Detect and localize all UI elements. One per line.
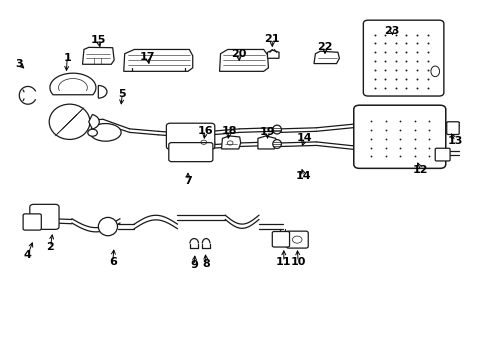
FancyBboxPatch shape [166,123,214,149]
Wedge shape [98,85,107,98]
Text: 12: 12 [412,165,427,175]
Ellipse shape [98,217,117,236]
Text: 7: 7 [183,176,191,186]
FancyBboxPatch shape [434,148,449,161]
Text: 5: 5 [118,89,126,99]
Text: 14: 14 [297,133,312,143]
Polygon shape [50,73,96,95]
Polygon shape [219,49,268,71]
Circle shape [88,129,97,136]
Text: 10: 10 [290,257,305,267]
FancyBboxPatch shape [285,231,307,248]
FancyBboxPatch shape [446,122,458,135]
Text: 1: 1 [63,53,71,63]
Text: 4: 4 [24,250,32,260]
Polygon shape [267,50,279,58]
Polygon shape [221,136,240,149]
Text: 3: 3 [16,59,23,68]
Text: 8: 8 [202,259,210,269]
Text: 23: 23 [384,26,399,36]
Text: 16: 16 [197,126,213,136]
Polygon shape [313,51,339,64]
FancyBboxPatch shape [272,231,289,247]
FancyBboxPatch shape [30,204,59,229]
Text: 20: 20 [231,49,246,59]
Text: 9: 9 [190,260,198,270]
FancyBboxPatch shape [23,214,41,230]
Text: 11: 11 [276,257,291,267]
FancyBboxPatch shape [353,105,445,168]
Text: 14: 14 [296,171,311,181]
Text: 15: 15 [90,35,106,45]
Text: 18: 18 [221,126,236,136]
Polygon shape [123,49,192,71]
Text: 2: 2 [46,242,54,252]
Polygon shape [82,48,114,64]
Text: 21: 21 [264,34,280,44]
Ellipse shape [272,125,281,134]
FancyBboxPatch shape [363,20,443,96]
Text: 6: 6 [108,257,117,267]
Ellipse shape [49,104,90,139]
Text: 22: 22 [317,42,332,51]
FancyBboxPatch shape [168,143,212,162]
Ellipse shape [430,66,439,77]
Text: 13: 13 [447,136,462,146]
Polygon shape [194,136,214,148]
Ellipse shape [272,140,281,148]
Text: 17: 17 [140,51,155,62]
Ellipse shape [90,123,121,141]
Text: 19: 19 [259,127,275,138]
Polygon shape [257,136,277,149]
Wedge shape [89,114,99,129]
